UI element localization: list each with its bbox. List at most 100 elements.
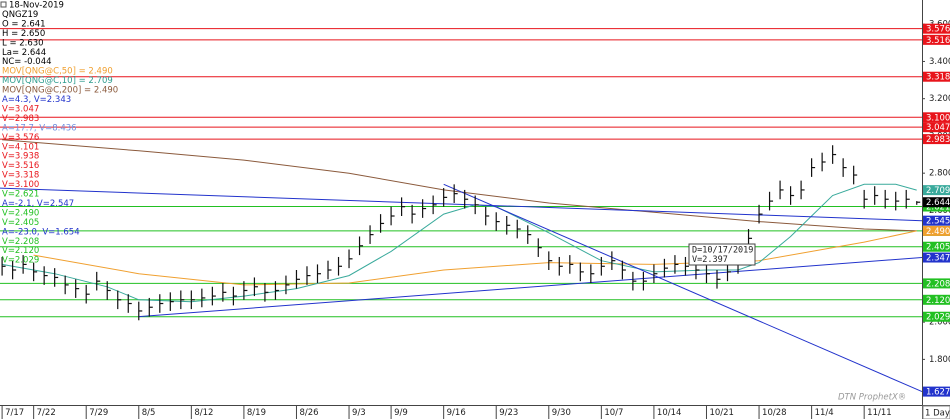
- level-label: 2.983: [926, 135, 950, 145]
- header-line: A=4.3, V=2.343: [2, 95, 71, 105]
- level-box: [923, 241, 950, 252]
- level-label: 2.405: [926, 243, 950, 253]
- annotation-line: D=10/17/2019: [692, 246, 753, 256]
- marker-box: [923, 185, 950, 196]
- header-line: V=3.938: [2, 152, 39, 162]
- header-line: V=2.490: [2, 208, 39, 218]
- level-label: 2.120: [926, 296, 950, 306]
- level-label: 3.047: [926, 123, 950, 133]
- level-box: [923, 71, 950, 82]
- x-tick-label: 8/5: [142, 408, 156, 418]
- indicator-line: [138, 257, 923, 318]
- x-tick-label: 10/21: [709, 408, 734, 418]
- marker-label: 1.627: [926, 388, 950, 398]
- header-line: V=3.047: [2, 104, 39, 114]
- y-tick-label: 1.800: [929, 355, 950, 365]
- x-tick-label: 10/7: [604, 408, 623, 418]
- x-tick-label: 9/23: [499, 408, 518, 418]
- header-line: V=2.405: [2, 218, 39, 228]
- header-line: V=2.120: [2, 246, 39, 256]
- header-line: V=3.576: [2, 133, 39, 143]
- header-line: MOV[QNG@C,10] = 2.709: [2, 76, 113, 86]
- x-tick-label: 11/4: [815, 408, 834, 418]
- x-tick-label: 8/19: [247, 408, 266, 418]
- level-label: 3.516: [926, 36, 950, 46]
- x-tick-label: 7/29: [89, 408, 108, 418]
- x-tick-label: 7/17: [5, 408, 24, 418]
- level-label: 2.621: [926, 203, 950, 213]
- marker-box: [923, 215, 950, 226]
- y-tick-label: 3.400: [929, 57, 950, 67]
- header-line: L = 2.630: [2, 38, 44, 48]
- x-tick-label: 9/9: [394, 408, 408, 418]
- marker-label: 2.545: [926, 217, 950, 227]
- watermark: DTN ProphetX®: [838, 393, 906, 403]
- level-label: 2.029: [926, 313, 950, 323]
- header-line: H = 2.650: [2, 29, 45, 39]
- x-tick-label: 10/28: [762, 408, 787, 418]
- x-tick-label: 7/22: [37, 408, 56, 418]
- header-line: V=4.101: [2, 142, 39, 152]
- indicator-line: [0, 187, 923, 222]
- marker-box: [923, 386, 950, 397]
- header-line: V=2.983: [2, 114, 39, 124]
- indicator-line: [2, 139, 917, 232]
- annotation-line: V=2.397: [692, 255, 728, 265]
- marker-box: [923, 252, 950, 263]
- y-tick-label: 2.800: [929, 169, 950, 179]
- indicator-line: [33, 230, 917, 286]
- plot-area: [0, 28, 923, 393]
- x-axis-band: [0, 405, 950, 419]
- x-tick-label: 9/16: [447, 408, 466, 418]
- header-line: 18-Nov-2019: [9, 1, 64, 11]
- y-tick-label: 2.000: [929, 318, 950, 328]
- x-tick-label: 8/26: [299, 408, 318, 418]
- level-label: 3.318: [926, 73, 950, 83]
- marker-box: [923, 225, 950, 236]
- level-box: [923, 311, 950, 322]
- level-box: [923, 122, 950, 133]
- header-line: O = 2.641: [2, 19, 46, 29]
- interval-label: 1 Day: [925, 409, 950, 419]
- header-line: V=3.100: [2, 180, 39, 190]
- marker-label: 2.709: [926, 186, 950, 196]
- marker-label: 2.644: [926, 198, 950, 208]
- level-label: 3.100: [926, 113, 950, 123]
- header-line: A=17.7, V=8.436: [2, 123, 77, 133]
- header-line: A=-2.1, V=2.547: [2, 199, 74, 209]
- level-box: [923, 278, 950, 289]
- marker-label: 2.490: [926, 227, 950, 237]
- level-box: [923, 23, 950, 34]
- header-line: QNGZ19: [2, 10, 38, 20]
- level-label: 3.576: [926, 25, 950, 35]
- level-box: [923, 134, 950, 145]
- header-line: V=3.516: [2, 161, 39, 171]
- header-line: V=2.029: [2, 256, 39, 266]
- marker-label: 2.347: [926, 254, 950, 264]
- header-line: V=3.318: [2, 171, 39, 181]
- header-line: V=2.621: [2, 190, 39, 200]
- header-line: MOV[QNG@C,50] = 2.490: [2, 67, 113, 77]
- level-label: 2.208: [926, 279, 950, 289]
- header-line: V=2.208: [2, 237, 39, 247]
- header-icon: [0, 1, 7, 8]
- indicator-line: [443, 183, 923, 393]
- interval-box: [922, 405, 950, 419]
- level-box: [923, 112, 950, 123]
- marker-box: [923, 197, 950, 208]
- x-tick-label: 11/11: [867, 408, 892, 418]
- annotation-box: [688, 243, 756, 266]
- level-box: [923, 34, 950, 45]
- header-line: MOV[QNG@C,200] = 2.490: [2, 86, 118, 96]
- x-tick-label: 10/14: [657, 408, 682, 418]
- x-tick-label: 9/30: [552, 408, 571, 418]
- indicator-line: [2, 183, 917, 303]
- x-tick-label: 8/12: [194, 408, 213, 418]
- x-tick-label: 9/3: [352, 408, 366, 418]
- header-line: La= 2.644: [2, 48, 46, 58]
- y-tick-label: 3.200: [929, 94, 950, 104]
- level-box: [923, 294, 950, 305]
- header-line: NC= -0.044: [2, 57, 52, 67]
- header-line: A=-23.0, V=1.654: [2, 227, 80, 237]
